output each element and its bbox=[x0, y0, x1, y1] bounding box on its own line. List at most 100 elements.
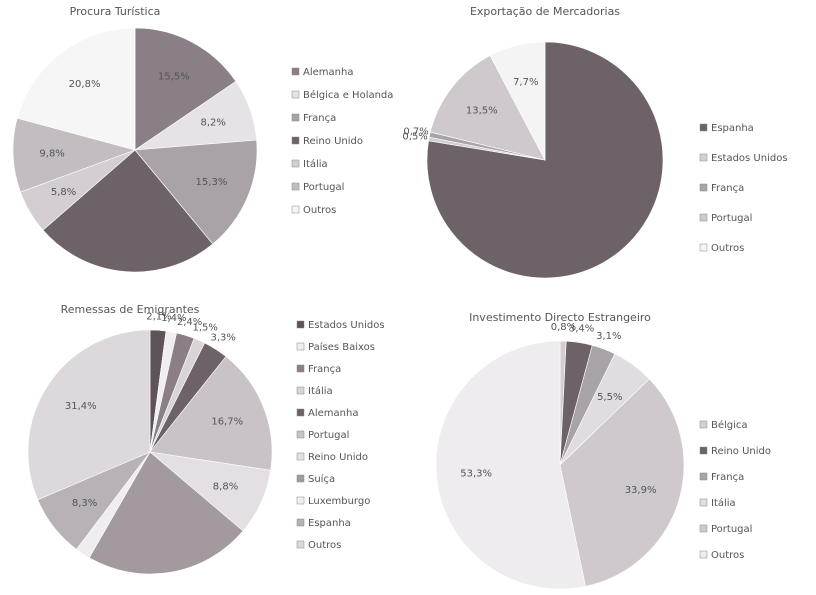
data-label: 3,4% bbox=[569, 324, 594, 335]
pie-slice bbox=[149, 356, 273, 471]
data-label: 13,5% bbox=[466, 106, 498, 117]
legend-label: Reino Unido bbox=[303, 136, 363, 147]
legend-swatch bbox=[699, 446, 708, 455]
legend-swatch bbox=[296, 364, 305, 373]
legend-label: Espanha bbox=[308, 518, 351, 529]
data-label: 7,7% bbox=[513, 77, 538, 88]
data-label: 0,7% bbox=[403, 127, 428, 138]
legend-label: Luxemburgo bbox=[308, 496, 370, 507]
chart-title: Investimento Directo Estrangeiro bbox=[469, 311, 651, 324]
pie-slice bbox=[134, 139, 258, 245]
legend-label: Portugal bbox=[711, 524, 752, 535]
legend-swatch bbox=[296, 540, 305, 549]
pie-slice bbox=[429, 55, 546, 161]
legend-label: Alemanha bbox=[308, 408, 358, 419]
legend-label: Estados Unidos bbox=[711, 153, 788, 164]
legend-swatch bbox=[296, 408, 305, 417]
pie-slice bbox=[435, 340, 586, 590]
legend-swatch bbox=[699, 550, 708, 559]
data-label: 31,4% bbox=[65, 401, 97, 412]
legend-label: Outros bbox=[711, 550, 744, 561]
legend-swatch bbox=[291, 113, 300, 122]
pie-slice bbox=[16, 27, 136, 151]
legend-swatch bbox=[699, 243, 708, 252]
legend-label: Suíça bbox=[308, 473, 335, 485]
data-label: 1,4% bbox=[161, 313, 186, 324]
legend-swatch bbox=[699, 524, 708, 533]
legend-swatch bbox=[291, 136, 300, 145]
data-label: 8,8% bbox=[213, 481, 238, 492]
legend-label: Reino Unido bbox=[308, 452, 368, 463]
pie-slice bbox=[489, 41, 546, 161]
legend-swatch bbox=[291, 205, 300, 214]
legend-swatch bbox=[296, 518, 305, 527]
data-label: 5,5% bbox=[597, 392, 622, 403]
data-label: 20,8% bbox=[69, 79, 101, 90]
legend-swatch bbox=[296, 496, 305, 505]
data-label: 1,5% bbox=[192, 323, 217, 334]
pie-slice bbox=[88, 451, 244, 575]
pie-slice bbox=[42, 149, 214, 273]
chart-title: Procura Turística bbox=[70, 5, 161, 18]
data-label: 0,8% bbox=[551, 322, 576, 333]
legend-swatch bbox=[296, 430, 305, 439]
legend-swatch bbox=[296, 386, 305, 395]
legend-swatch bbox=[699, 420, 708, 429]
pie-slice bbox=[426, 41, 664, 279]
legend-swatch bbox=[291, 182, 300, 191]
legend-swatch bbox=[291, 67, 300, 76]
chart-title: Exportação de Mercadorias bbox=[470, 5, 620, 18]
legend-label: Estados Unidos bbox=[308, 320, 385, 331]
legend-label: Países Baixos bbox=[308, 341, 375, 353]
legend-label: Itália bbox=[711, 497, 736, 509]
data-label: 5,8% bbox=[51, 187, 76, 198]
data-label: 3,1% bbox=[596, 331, 621, 342]
legend-swatch bbox=[291, 159, 300, 168]
data-label: 53,3% bbox=[460, 469, 492, 480]
legend-swatch bbox=[699, 472, 708, 481]
data-label: 8,2% bbox=[201, 117, 226, 128]
data-label: 15,3% bbox=[196, 177, 228, 188]
legend-label: Espanha bbox=[711, 123, 754, 134]
legend-swatch bbox=[296, 452, 305, 461]
legend-label: Portugal bbox=[308, 430, 349, 441]
data-label: 16,7% bbox=[211, 417, 243, 428]
legend-swatch bbox=[296, 342, 305, 351]
legend-label: França bbox=[308, 364, 341, 375]
legend-label: Itália bbox=[303, 158, 328, 170]
data-label: 3,3% bbox=[211, 332, 236, 343]
legend-label: Bélgica e Holanda bbox=[303, 89, 393, 101]
data-label: 33,9% bbox=[625, 485, 657, 496]
legend-label: Itália bbox=[308, 385, 333, 397]
pie-slice bbox=[559, 378, 685, 587]
legend-label: Outros bbox=[711, 243, 744, 254]
data-label: 9,8% bbox=[39, 149, 64, 160]
legend-swatch bbox=[699, 213, 708, 222]
legend-swatch bbox=[699, 183, 708, 192]
data-label: 8,3% bbox=[72, 498, 97, 509]
pie-slice bbox=[12, 117, 136, 193]
legend-label: França bbox=[711, 472, 744, 483]
legend-label: Outros bbox=[303, 205, 336, 216]
legend-label: Outros bbox=[308, 540, 341, 551]
legend-swatch bbox=[296, 320, 305, 329]
chart-title: Remessas de Emigrantes bbox=[61, 303, 200, 316]
pie-slice bbox=[27, 329, 151, 501]
legend-label: Bélgica bbox=[711, 419, 748, 431]
legend-swatch bbox=[699, 123, 708, 132]
legend-label: Portugal bbox=[711, 213, 752, 224]
data-label: 0,5% bbox=[402, 131, 427, 142]
legend-swatch bbox=[699, 153, 708, 162]
legend-swatch bbox=[699, 498, 708, 507]
legend-label: Alemanha bbox=[303, 67, 353, 78]
data-label: 2,1% bbox=[146, 311, 171, 322]
legend-swatch bbox=[291, 90, 300, 99]
legend-label: França bbox=[711, 183, 744, 194]
legend-label: Portugal bbox=[303, 182, 344, 193]
data-label: 15,5% bbox=[158, 72, 190, 83]
legend-swatch bbox=[296, 474, 305, 483]
pie-slice bbox=[134, 27, 237, 151]
data-label: 2,4% bbox=[177, 317, 202, 328]
legend-label: Reino Unido bbox=[711, 446, 771, 457]
